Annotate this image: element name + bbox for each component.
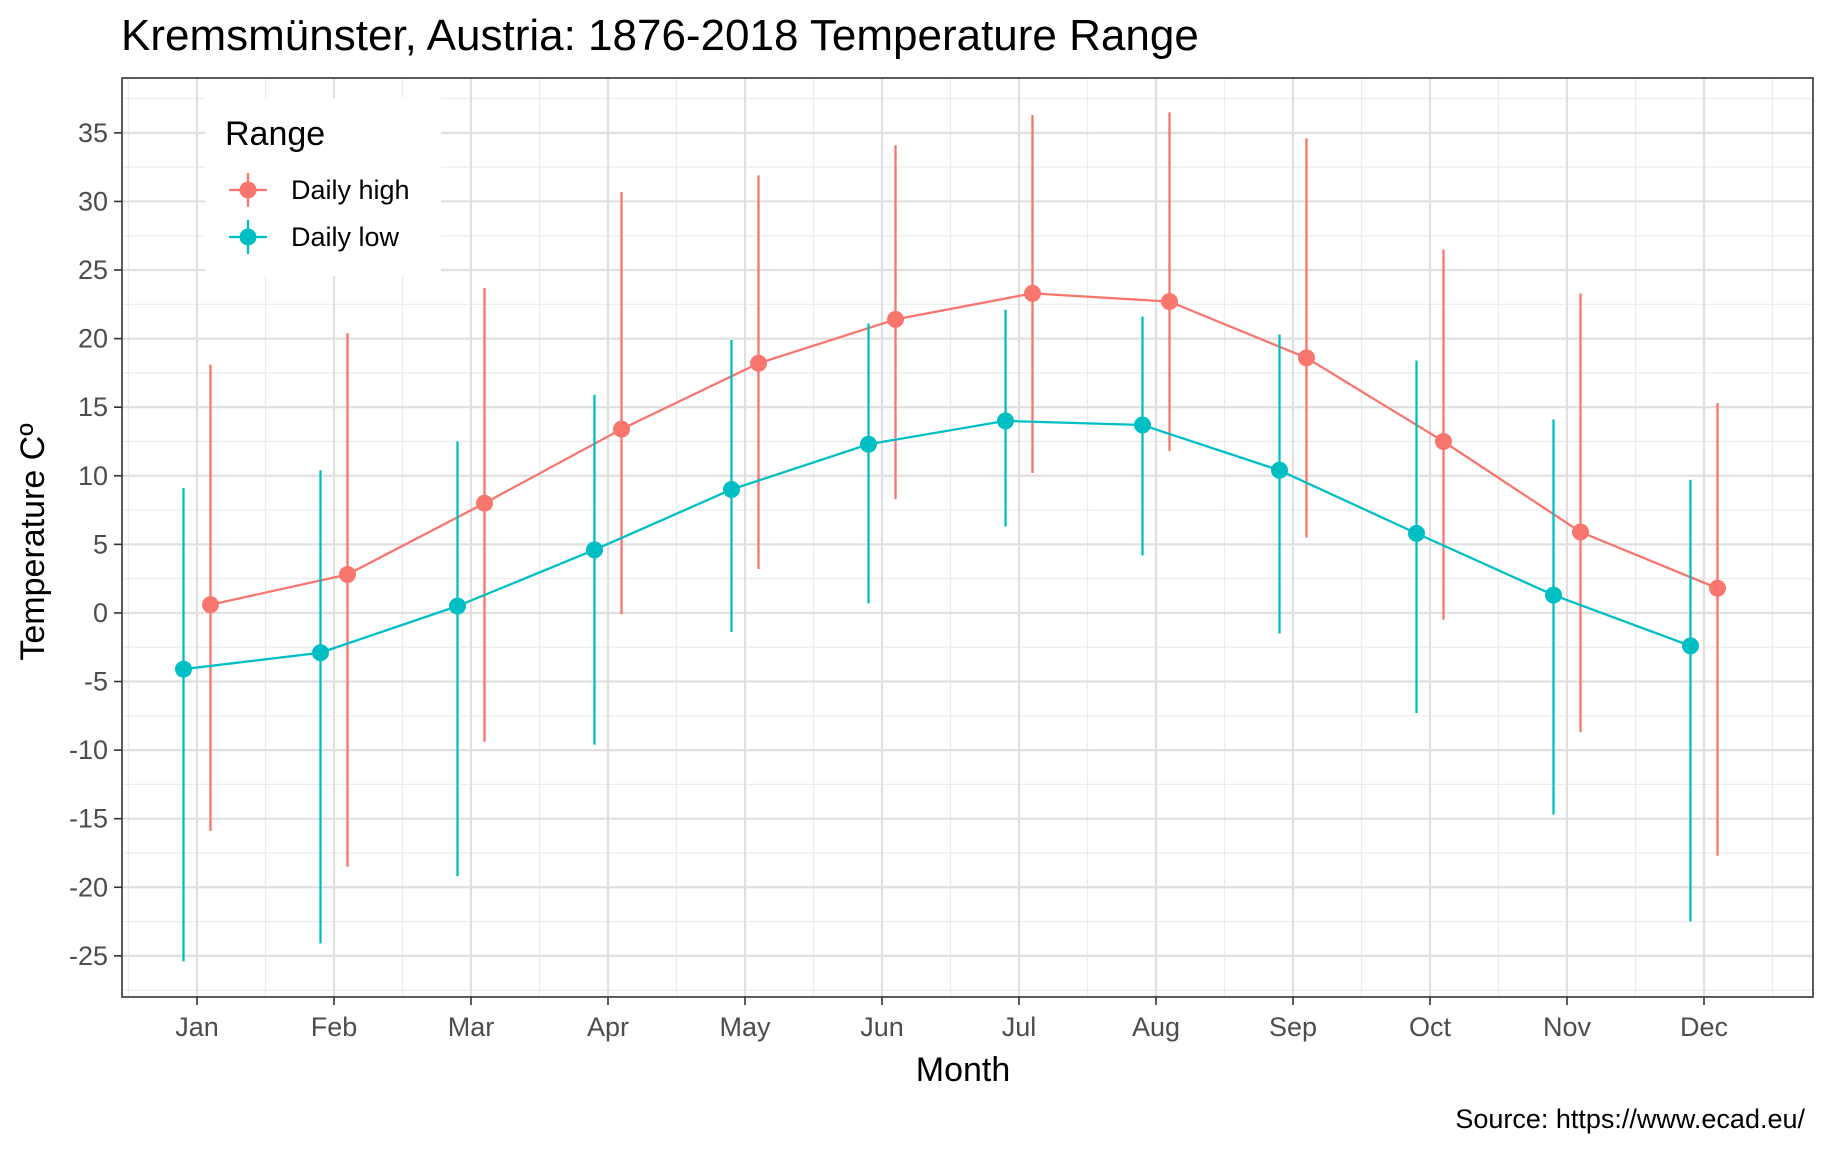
x-tick-label: Sep <box>1269 1012 1317 1042</box>
y-tick-label: 5 <box>93 529 108 559</box>
y-tick-label: -5 <box>84 667 108 697</box>
legend-item-daily-low: Daily low <box>229 220 400 254</box>
x-axis: Jan Feb Mar Apr May Jun Jul Aug Sep Oct Nov Dec <box>175 997 1728 1042</box>
y-tick-label: 25 <box>78 255 108 285</box>
legend-items: Daily high Daily low <box>229 173 410 254</box>
y-tick-label: 10 <box>78 461 108 491</box>
x-tick-label: May <box>719 1012 771 1042</box>
data-point <box>1545 586 1562 604</box>
x-tick-label: Feb <box>311 1012 358 1042</box>
series-daily-high <box>202 112 1726 867</box>
series-layer <box>175 112 1726 962</box>
legend: Range Daily high Daily low <box>205 98 441 276</box>
y-tick-label: 35 <box>78 118 108 148</box>
data-point <box>476 494 493 512</box>
data-point <box>202 596 219 614</box>
y-tick-label: 20 <box>78 324 108 354</box>
data-point <box>175 660 192 678</box>
data-point <box>1134 416 1151 434</box>
data-point <box>312 644 329 662</box>
x-tick-label: Oct <box>1409 1012 1452 1042</box>
data-point <box>1408 524 1425 542</box>
legend-label: Daily low <box>291 222 400 252</box>
legend-key-point <box>239 181 257 199</box>
data-point <box>860 435 877 453</box>
y-axis: 35 30 25 20 15 10 5 0 -5 -10 -15 -20 -25 <box>69 118 122 971</box>
x-axis-title: Month <box>916 1051 1011 1089</box>
x-tick-label: Nov <box>1543 1012 1592 1042</box>
series-line <box>210 292 1718 606</box>
legend-label: Daily high <box>291 175 410 205</box>
plot-panel-border <box>121 77 1814 998</box>
data-point <box>1572 523 1589 541</box>
y-tick-label: 30 <box>78 186 108 216</box>
y-tick-label: 15 <box>78 392 108 422</box>
data-point <box>1024 284 1041 302</box>
data-point <box>1709 579 1726 597</box>
x-tick-label: Mar <box>448 1012 495 1042</box>
y-tick-label: -15 <box>69 804 108 834</box>
data-point <box>449 597 466 615</box>
data-point <box>723 480 740 498</box>
data-point <box>1682 637 1699 655</box>
data-point <box>1298 349 1315 367</box>
source-caption: Source: https://www.ecad.eu/ <box>1455 1104 1805 1134</box>
data-point <box>1271 461 1288 479</box>
y-tick-label: -10 <box>69 735 108 765</box>
data-point <box>1435 432 1452 450</box>
legend-key-point <box>239 228 257 246</box>
x-tick-label: Jul <box>1002 1012 1037 1042</box>
chart-title: Kremsmünster, Austria: 1876-2018 Tempera… <box>121 11 1199 60</box>
data-point <box>750 354 767 372</box>
y-axis-title: Temperature Cº <box>14 423 52 660</box>
y-tick-label: 0 <box>93 598 108 628</box>
y-tick-label: -25 <box>69 941 108 971</box>
x-tick-label: Aug <box>1132 1012 1180 1042</box>
data-point <box>339 566 356 584</box>
data-point <box>1161 293 1178 311</box>
x-tick-label: Jun <box>860 1012 904 1042</box>
series-line <box>183 419 1691 671</box>
x-tick-label: Dec <box>1680 1012 1728 1042</box>
data-point <box>586 541 603 559</box>
data-point <box>613 420 630 438</box>
legend-title: Range <box>225 115 325 153</box>
data-point <box>887 310 904 328</box>
legend-item-daily-high: Daily high <box>229 173 410 207</box>
x-tick-label: Jan <box>175 1012 219 1042</box>
x-tick-label: Apr <box>587 1012 629 1042</box>
series-daily-low <box>175 309 1699 962</box>
major-gridlines <box>122 78 1813 997</box>
y-tick-label: -20 <box>69 872 108 902</box>
data-point <box>997 412 1014 430</box>
